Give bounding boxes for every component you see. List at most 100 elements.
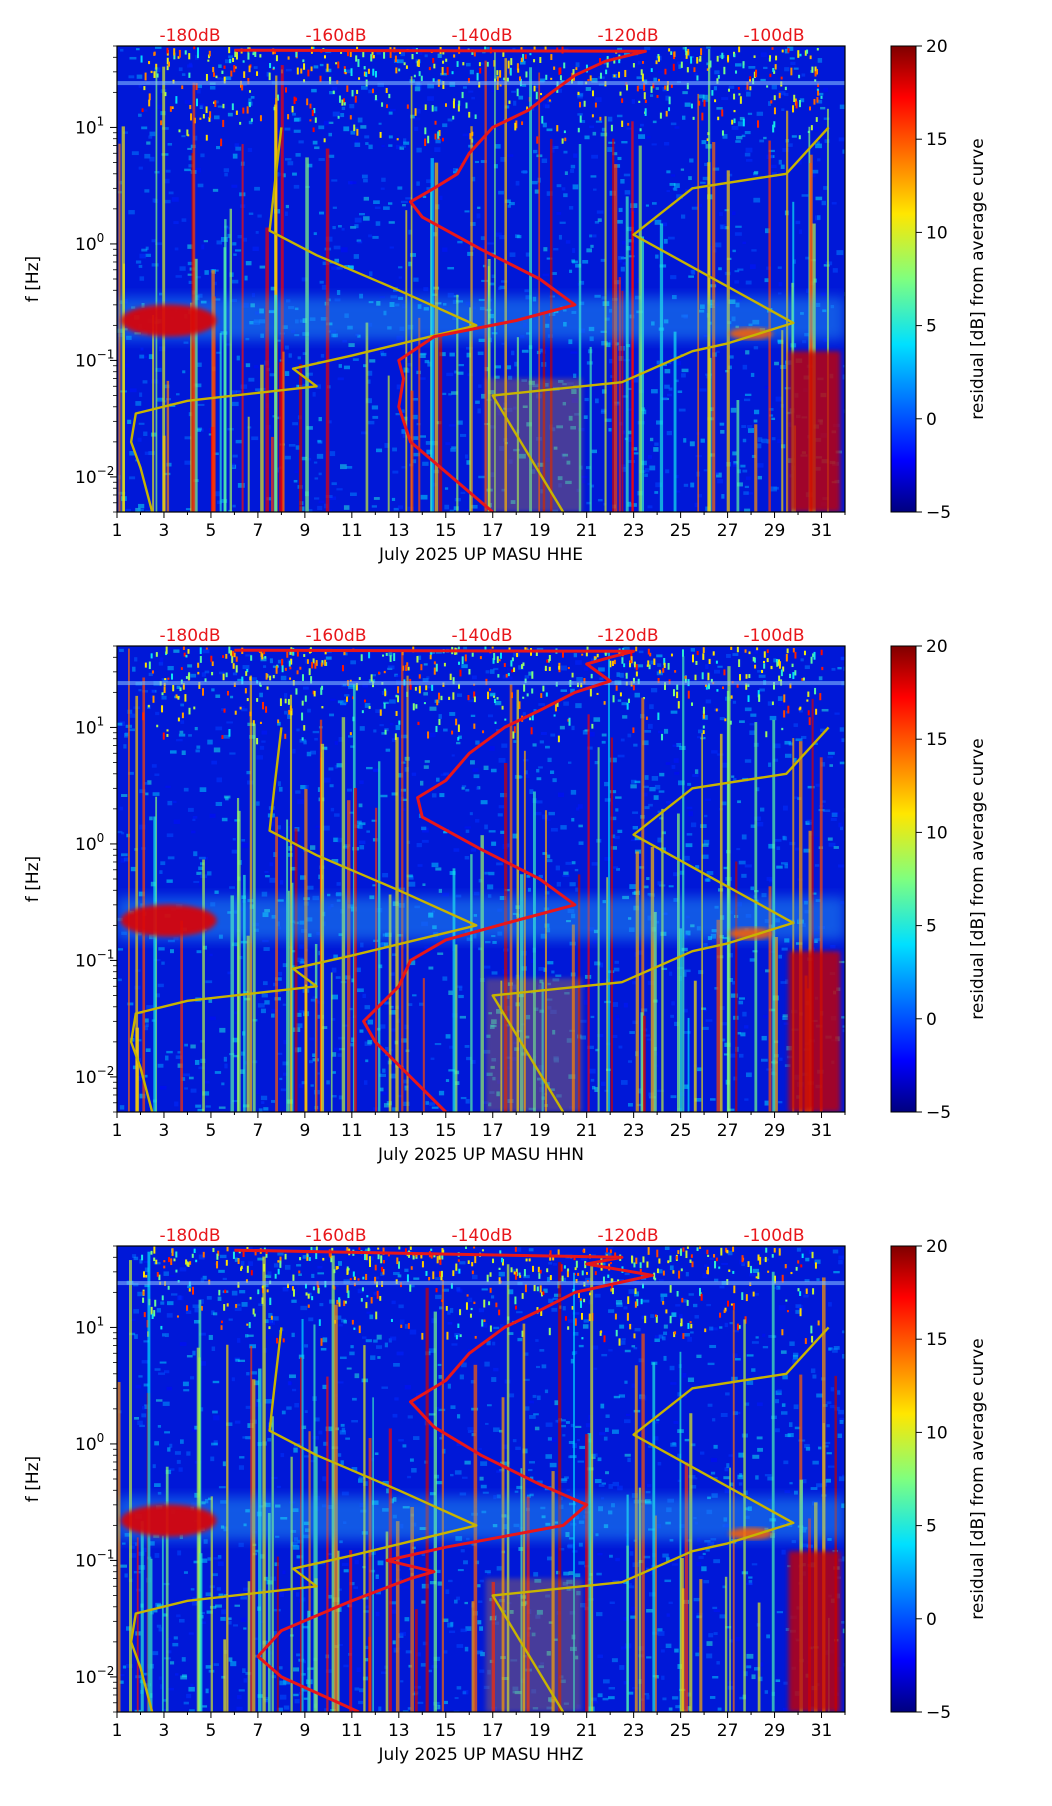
y-tick-exponent: −2 — [97, 1664, 115, 1678]
y-tick-label: 10−1 — [75, 347, 114, 371]
y-tick-exponent: −1 — [97, 947, 115, 961]
top-db-label: -180dB — [159, 626, 220, 646]
spectrogram-texture — [117, 646, 845, 1112]
late-month-band — [788, 1551, 841, 1712]
x-tick-label: 27 — [717, 1121, 739, 1141]
x-tick-label: 7 — [252, 1721, 263, 1741]
plot-area — [117, 46, 845, 512]
x-tick-label: 15 — [435, 521, 457, 541]
curve-median-psd — [234, 48, 647, 512]
y-tick-exponent: 0 — [97, 231, 105, 245]
x-tick-label: 19 — [529, 521, 551, 541]
curve-noise-model-high — [491, 1326, 830, 1712]
y-tick-label: 10−2 — [75, 464, 114, 488]
x-tick-label: 21 — [576, 521, 598, 541]
hf-line — [117, 81, 845, 86]
low-frequency-band — [485, 978, 582, 1112]
y-tick-exponent: −2 — [97, 1064, 115, 1078]
late-month-band — [788, 951, 841, 1112]
late-month-band — [788, 351, 841, 512]
y-tick-label: 101 — [75, 1314, 104, 1338]
top-db-label: -140dB — [451, 626, 512, 646]
spectrogram-texture — [117, 1246, 845, 1712]
x-tick-label: 11 — [341, 1121, 363, 1141]
y-tick-base: 10 — [75, 468, 97, 488]
colorbar-tick-label: 10 — [926, 823, 948, 843]
x-tick-label: 7 — [252, 521, 263, 541]
x-tick-label: 29 — [764, 1121, 786, 1141]
top-db-label: -100dB — [743, 1226, 804, 1246]
x-tick-label: 3 — [159, 1121, 170, 1141]
curve-noise-model-high — [491, 726, 830, 1112]
y-tick-exponent: 1 — [97, 114, 105, 128]
colorbar-tick-label: 0 — [926, 1010, 937, 1030]
top-db-label: -120dB — [597, 1226, 658, 1246]
y-tick-base: 10 — [75, 1668, 97, 1688]
colorbar-tick-label: 5 — [926, 317, 937, 337]
y-tick-base: 10 — [75, 1435, 97, 1455]
x-tick-label: 15 — [435, 1721, 457, 1741]
y-tick-label: 100 — [75, 1431, 104, 1455]
y-tick-exponent: 1 — [97, 1314, 105, 1328]
colorbar-tick-label: −5 — [926, 1103, 951, 1123]
x-tick-label: 31 — [811, 521, 833, 541]
curve-noise-model-low — [129, 127, 478, 512]
spectrogram-background — [117, 46, 845, 512]
curve-median-psd — [234, 648, 636, 1112]
hf-line — [117, 1281, 845, 1286]
x-tick-label: 5 — [206, 1121, 217, 1141]
x-tick-label: 9 — [299, 521, 310, 541]
colorbar-tick-label: 10 — [926, 1423, 948, 1443]
y-tick-label: 10−2 — [75, 1064, 114, 1088]
microseism-peak-late — [729, 1527, 774, 1540]
x-tick-label: 27 — [717, 521, 739, 541]
y-tick-exponent: 0 — [97, 1431, 105, 1445]
top-db-label: -100dB — [743, 626, 804, 646]
colorbar-tick-label: 15 — [926, 730, 948, 750]
microseism-peak-early — [120, 1504, 217, 1537]
colorbar-tick-label: 20 — [926, 1237, 948, 1257]
colorbar-tick-label: 5 — [926, 1517, 937, 1537]
y-tick-base: 10 — [75, 718, 97, 738]
top-db-label: -180dB — [159, 26, 220, 46]
low-frequency-band — [485, 378, 582, 512]
x-tick-label: 29 — [764, 521, 786, 541]
x-tick-label: 27 — [717, 1721, 739, 1741]
x-tick-label: 19 — [529, 1121, 551, 1141]
curve-noise-model-low — [129, 727, 478, 1112]
colorbar — [890, 645, 917, 1113]
y-tick-base: 10 — [75, 118, 97, 138]
microseism-band — [117, 1497, 845, 1540]
x-tick-label: 13 — [388, 1121, 410, 1141]
y-tick-base: 10 — [75, 1318, 97, 1338]
colorbar-tick-label: −5 — [926, 503, 951, 523]
colorbar-tick-label: 15 — [926, 1330, 948, 1350]
spectrogram-texture — [117, 46, 845, 512]
microseism-peak-late — [729, 927, 774, 940]
y-tick-base: 10 — [75, 1068, 97, 1088]
x-tick-label: 5 — [206, 1721, 217, 1741]
x-tick-label: 11 — [341, 1721, 363, 1741]
top-db-label: -160dB — [305, 26, 366, 46]
microseism-band — [117, 897, 845, 940]
plot-area — [117, 1246, 845, 1712]
plot-area — [117, 646, 845, 1112]
x-tick-label: 19 — [529, 1721, 551, 1741]
y-tick-label: 10−1 — [75, 1547, 114, 1571]
y-tick-label: 101 — [75, 114, 104, 138]
x-tick-label: 3 — [159, 521, 170, 541]
y-tick-exponent: 1 — [97, 714, 105, 728]
curve-noise-model-low — [129, 1327, 478, 1712]
x-axis-label: July 2025 UP MASU HHZ — [378, 1745, 584, 1765]
top-db-label: -160dB — [305, 1226, 366, 1246]
y-axis-label: f [Hz] — [23, 1456, 43, 1502]
colorbar-tick-label: 20 — [926, 637, 948, 657]
colorbar-tick-label: 15 — [926, 130, 948, 150]
y-tick-exponent: 0 — [97, 831, 105, 845]
y-tick-exponent: −1 — [97, 1547, 115, 1561]
low-frequency-band — [485, 1578, 582, 1712]
y-tick-label: 10−1 — [75, 947, 114, 971]
